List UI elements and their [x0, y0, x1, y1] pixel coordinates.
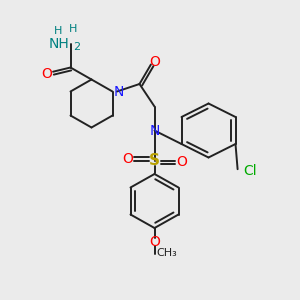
Text: O: O	[122, 152, 133, 166]
Text: H: H	[54, 26, 63, 37]
Text: Cl: Cl	[243, 164, 256, 178]
Text: CH₃: CH₃	[156, 248, 177, 259]
Text: S: S	[149, 153, 160, 168]
Text: O: O	[149, 235, 160, 248]
Text: O: O	[176, 155, 187, 169]
Text: 2: 2	[74, 42, 81, 52]
Text: N: N	[149, 124, 160, 137]
Text: N: N	[114, 85, 124, 98]
Text: O: O	[149, 55, 160, 68]
Text: O: O	[41, 67, 52, 80]
Text: H: H	[69, 24, 78, 34]
Text: NH: NH	[48, 37, 69, 50]
